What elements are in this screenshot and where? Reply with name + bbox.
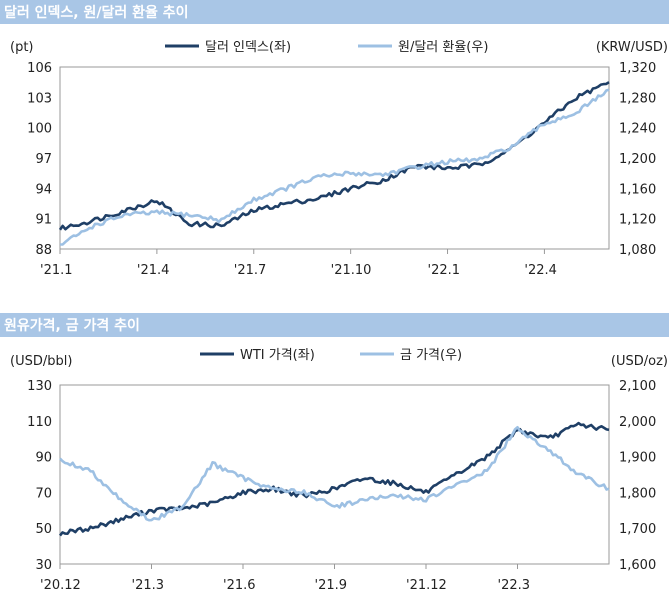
x-tick-label: '21.4	[137, 263, 170, 278]
y-tick-right: 1,120	[619, 213, 656, 228]
series-line-2	[59, 88, 610, 246]
section-title-2: 원유가격, 금 가격 추이	[4, 318, 140, 334]
series-line-1	[58, 421, 610, 537]
y-tick-left: 88	[35, 243, 52, 258]
x-tick-label: '20.12	[40, 578, 81, 593]
x-tick-label: '21.1	[40, 263, 73, 278]
y-tick-left: 70	[35, 486, 52, 501]
y-tick-left: 100	[27, 122, 52, 137]
right-axis-unit: (USD/oz)	[611, 354, 668, 369]
y-tick-right: 1,240	[619, 122, 656, 137]
y-tick-left: 130	[27, 379, 52, 394]
x-tick-label: '22.4	[524, 263, 557, 278]
y-tick-right: 1,200	[619, 152, 656, 167]
y-tick-right: 1,320	[619, 61, 656, 76]
y-tick-left: 97	[35, 152, 52, 167]
section-title-1: 달러 인덱스, 원/달러 환율 추이	[4, 5, 189, 21]
section-header-1: 달러 인덱스, 원/달러 환율 추이	[0, 0, 669, 24]
x-tick-label: '22.1	[428, 263, 461, 278]
y-tick-right: 1,800	[619, 486, 656, 501]
x-tick-label: '21.10	[331, 263, 372, 278]
series-line-1	[58, 81, 610, 231]
y-tick-right: 2,100	[619, 379, 656, 394]
plot-frame	[59, 384, 610, 565]
legend-label-1: WTI 가격(좌)	[240, 348, 315, 363]
series-line-2	[59, 426, 610, 522]
y-tick-left: 91	[35, 213, 52, 228]
y-tick-right: 1,160	[619, 182, 656, 197]
y-tick-right: 2,000	[619, 415, 656, 430]
left-axis-unit: (pt)	[10, 40, 34, 55]
y-tick-right: 1,080	[619, 243, 656, 258]
x-tick-label: '21.12	[406, 578, 447, 593]
y-tick-left: 30	[35, 558, 52, 573]
y-tick-left: 103	[27, 91, 52, 106]
chart-wti-gold: (USD/bbl) (USD/oz) 130 110 90 70 50 30 2,100 2,00…	[10, 348, 668, 593]
chart-dollar-index-krw: (pt) (KRW/USD) 106 103 100 97 94 91 88 1,320 1,280…	[10, 40, 668, 278]
y-tick-right: 1,600	[619, 558, 656, 573]
legend-label-1: 달러 인덱스(좌)	[205, 40, 291, 55]
section-header-2: 원유가격, 금 가격 추이	[0, 313, 669, 337]
legend-label-2: 원/달러 환율(우)	[398, 40, 488, 55]
legend-label-2: 금 가격(우)	[400, 348, 462, 363]
y-tick-left: 110	[27, 415, 52, 430]
y-tick-left: 50	[35, 522, 52, 537]
right-axis-unit: (KRW/USD)	[596, 40, 668, 55]
y-tick-right: 1,280	[619, 91, 656, 106]
y-tick-left: 90	[35, 451, 52, 466]
y-tick-left: 106	[27, 61, 52, 76]
x-tick-label: '21.6	[223, 578, 256, 593]
left-axis-unit: (USD/bbl)	[10, 354, 72, 369]
y-tick-left: 94	[35, 182, 52, 197]
x-tick-label: '21.3	[132, 578, 165, 593]
x-tick-label: '21.9	[315, 578, 348, 593]
x-tick-label: '21.7	[234, 263, 267, 278]
y-tick-right: 1,700	[619, 522, 656, 537]
x-tick-label: '22.3	[498, 578, 531, 593]
y-tick-right: 1,900	[619, 451, 656, 466]
plot-frame	[59, 66, 610, 250]
